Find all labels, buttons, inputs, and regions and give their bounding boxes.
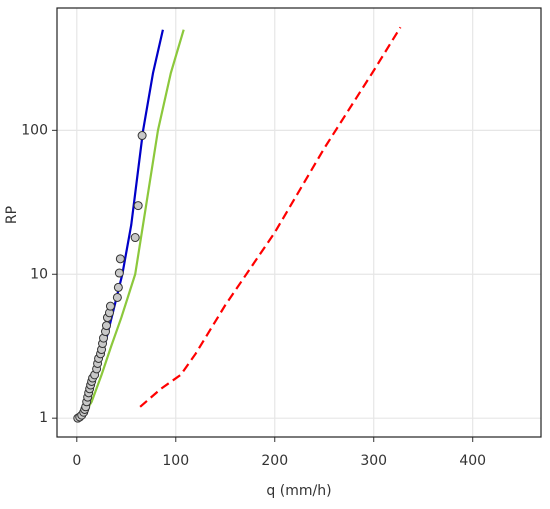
x-tick-label: 300 (360, 453, 387, 469)
y-tick-label: 10 (30, 266, 48, 282)
data-point (113, 282, 123, 292)
series-line (139, 26, 402, 408)
data-point (137, 131, 147, 141)
y-tick-label: 100 (21, 122, 48, 138)
data-point (101, 321, 111, 331)
data-point (133, 201, 143, 211)
series-line (80, 29, 185, 419)
data-point (105, 301, 115, 311)
data-point (115, 254, 125, 264)
x-tick-label: 0 (72, 453, 81, 469)
data-point (114, 268, 124, 278)
data-point (112, 292, 122, 302)
plot-area (57, 8, 541, 437)
x-tick-label: 200 (261, 453, 288, 469)
x-tick-label: 100 (162, 453, 189, 469)
plot-frame (56, 7, 542, 438)
x-tick-label: 400 (459, 453, 486, 469)
y-tick-label: 1 (39, 410, 48, 426)
x-axis-label: q (mm/h) (266, 483, 331, 499)
y-axis-label: RP (4, 206, 20, 224)
data-point (130, 233, 140, 243)
